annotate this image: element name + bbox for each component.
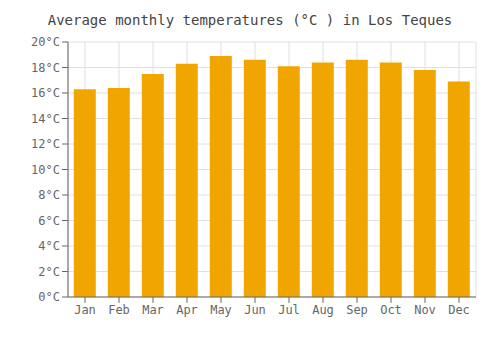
svg-text:Feb: Feb	[108, 303, 130, 317]
svg-text:20°C: 20°C	[31, 35, 60, 49]
svg-text:May: May	[210, 303, 232, 317]
svg-text:Dec: Dec	[448, 303, 470, 317]
svg-text:14°C: 14°C	[31, 112, 60, 126]
svg-text:6°C: 6°C	[38, 214, 60, 228]
svg-text:10°C: 10°C	[31, 163, 60, 177]
svg-text:8°C: 8°C	[38, 188, 60, 202]
svg-text:Nov: Nov	[414, 303, 436, 317]
svg-text:12°C: 12°C	[31, 137, 60, 151]
svg-text:Aug: Aug	[312, 303, 334, 317]
svg-text:4°C: 4°C	[38, 239, 60, 253]
svg-text:Jul: Jul	[278, 303, 300, 317]
svg-text:Sep: Sep	[346, 303, 368, 317]
svg-text:2°C: 2°C	[38, 265, 60, 279]
svg-text:Oct: Oct	[380, 303, 402, 317]
svg-text:Apr: Apr	[176, 303, 198, 317]
svg-text:0°C: 0°C	[38, 290, 60, 304]
svg-text:Jan: Jan	[74, 303, 96, 317]
svg-text:Mar: Mar	[142, 303, 164, 317]
html-text:Average monthly temperatures (: Average monthly temperatures (°C ) in Lo…	[47, 12, 453, 28]
svg-text:18°C: 18°C	[31, 61, 60, 75]
svg-text:16°C: 16°C	[31, 86, 60, 100]
svg-text:Jun: Jun	[244, 303, 266, 317]
